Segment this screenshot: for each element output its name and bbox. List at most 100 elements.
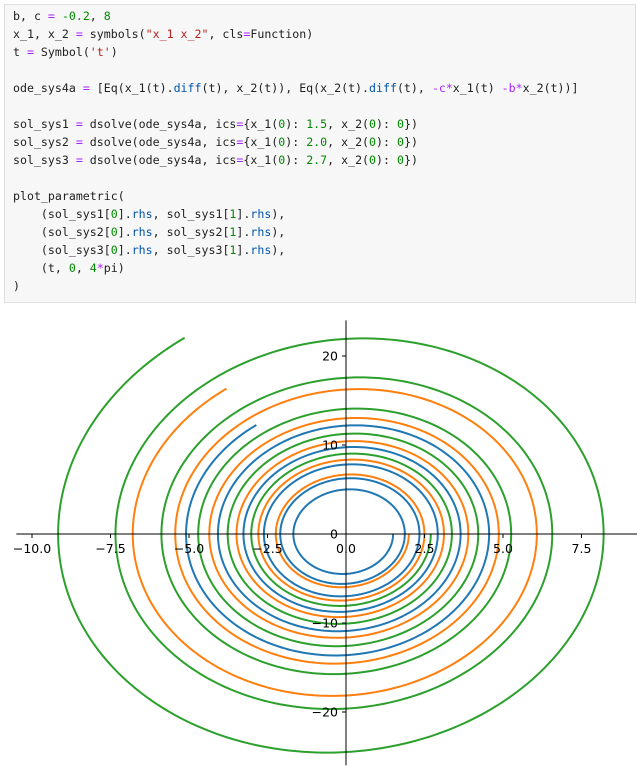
code-token: Function) — [250, 27, 314, 41]
code-token: [Eq(x_1(t). — [89, 81, 174, 95]
code-token: 0 — [396, 135, 404, 149]
code-token: ): — [285, 153, 307, 167]
code-line: sol_sys2 = dsolve(ode_sys4a, ics={x_1(0)… — [13, 135, 418, 149]
code-token: dsolve(ode_sys4a, ics — [82, 117, 237, 131]
code-token: rhs — [250, 225, 272, 239]
tick-label: −10.0 — [13, 541, 51, 556]
code-token: ): — [376, 117, 397, 131]
code-token: (t), — [396, 81, 432, 95]
code-token: 4 — [89, 261, 97, 275]
code-token: ) — [13, 279, 20, 293]
code-line: sol_sys3 = dsolve(ode_sys4a, ics={x_1(0)… — [13, 153, 418, 167]
code-line: t = Symbol('t') — [13, 45, 118, 59]
code-token: ), — [271, 207, 286, 221]
code-token: (t), x_2(t)), Eq(x_2(t). — [201, 81, 370, 95]
code-token: dsolve(ode_sys4a, ics — [82, 135, 237, 149]
code-editor[interactable]: b, c = -0.2, 8 x_1, x_2 = symbols("x_1 x… — [13, 7, 578, 295]
tick-label: −20 — [312, 705, 338, 720]
code-token: 0 — [369, 153, 377, 167]
code-token: 0 — [110, 225, 118, 239]
code-token: 0 — [278, 117, 286, 131]
code-token: , x_2( — [327, 135, 370, 149]
tick-label: 0 — [330, 527, 338, 542]
code-token: diff — [369, 81, 397, 95]
code-token: ): — [376, 135, 397, 149]
plot-axes: −10.0 −7.5 −5.0 −2.5 0.0 2.5 5.0 7.5 20 10 0 −10 −20 — [13, 320, 637, 766]
code-token: sol_sys1 — [13, 117, 76, 131]
code-token: sol_sys3 — [13, 153, 76, 167]
code-token: 't' — [89, 45, 111, 59]
code-line: b, c = -0.2, 8 — [13, 9, 111, 23]
code-token: (sol_sys2[ — [13, 225, 111, 239]
code-token: 1.5 — [306, 117, 328, 131]
code-token: (sol_sys1[ — [13, 207, 111, 221]
parametric-plot: −10.0 −7.5 −5.0 −2.5 0.0 2.5 5.0 7.5 20 10 0 −10 −20 — [13, 320, 637, 766]
code-token: = — [26, 45, 34, 59]
code-token: symbols( — [82, 27, 146, 41]
code-token: -b — [501, 81, 516, 95]
code-token: rhs — [250, 243, 272, 257]
code-token: * — [515, 81, 523, 95]
code-token: 1 — [229, 243, 237, 257]
code-token: = — [75, 135, 83, 149]
code-token: ), — [271, 225, 286, 239]
code-line: sol_sys1 = dsolve(ode_sys4a, ics={x_1(0)… — [13, 117, 418, 131]
code-token: ]. — [236, 243, 251, 257]
code-token: 0 — [396, 117, 404, 131]
code-token: 2.0 — [306, 135, 328, 149]
code-token: , sol_sys1[ — [152, 207, 230, 221]
code-token: = — [243, 27, 251, 41]
code-token: = — [47, 9, 55, 23]
code-token: rhs — [250, 207, 272, 221]
code-line: (sol_sys3[0].rhs, sol_sys3[1].rhs), — [13, 243, 285, 257]
code-token: ]. — [236, 225, 251, 239]
code-line: ode_sys4a = [Eq(x_1(t).diff(t), x_2(t)),… — [13, 81, 578, 95]
code-token: = — [236, 153, 244, 167]
code-token: rhs — [131, 243, 153, 257]
code-token: 0 — [110, 207, 118, 221]
code-cell[interactable]: b, c = -0.2, 8 x_1, x_2 = symbols("x_1 x… — [4, 4, 636, 303]
code-token: ode_sys4a — [13, 81, 83, 95]
code-line: ) — [13, 279, 20, 293]
tick-label: −10 — [312, 616, 338, 631]
code-token: ), — [271, 243, 286, 257]
code-token: , sol_sys2[ — [152, 225, 230, 239]
code-token: plot_parametric( — [13, 189, 125, 203]
code-line: x_1, x_2 = symbols("x_1 x_2", cls=Functi… — [13, 27, 313, 41]
code-token: , cls — [208, 27, 244, 41]
code-token: , sol_sys3[ — [152, 243, 230, 257]
code-token: 0 — [278, 153, 286, 167]
code-token: = — [236, 135, 244, 149]
code-token: pi) — [103, 261, 125, 275]
code-token: 2.7 — [306, 153, 328, 167]
plot-curves — [57, 336, 605, 754]
code-token: diff — [173, 81, 202, 95]
code-token: ): — [285, 117, 307, 131]
code-token: * — [445, 81, 453, 95]
code-token: }) — [403, 117, 418, 131]
tick-label: −5.0 — [174, 541, 204, 556]
code-token: , — [89, 9, 104, 23]
code-token: , — [75, 261, 90, 275]
code-token: {x_1( — [243, 117, 279, 131]
code-token: sol_sys2 — [13, 135, 76, 149]
code-token: 0 — [369, 135, 377, 149]
code-token: ]. — [117, 225, 132, 239]
code-token: ]. — [117, 207, 132, 221]
code-token: * — [96, 261, 104, 275]
code-token: ): — [376, 153, 397, 167]
tick-label: 20 — [322, 349, 338, 364]
code-token: 0 — [68, 261, 76, 275]
code-token: x_1(t) — [452, 81, 502, 95]
code-token: = — [236, 117, 244, 131]
code-line: (t, 0, 4*pi) — [13, 261, 125, 275]
code-token: "x_1 x_2" — [145, 27, 209, 41]
series-2-curve — [131, 387, 538, 697]
code-line: (sol_sys2[0].rhs, sol_sys2[1].rhs), — [13, 225, 285, 239]
code-token: rhs — [131, 225, 153, 239]
code-token: }) — [403, 153, 418, 167]
code-token: t — [13, 45, 27, 59]
code-token: (t, — [13, 261, 69, 275]
code-token: -c — [431, 81, 446, 95]
code-token: rhs — [131, 207, 153, 221]
